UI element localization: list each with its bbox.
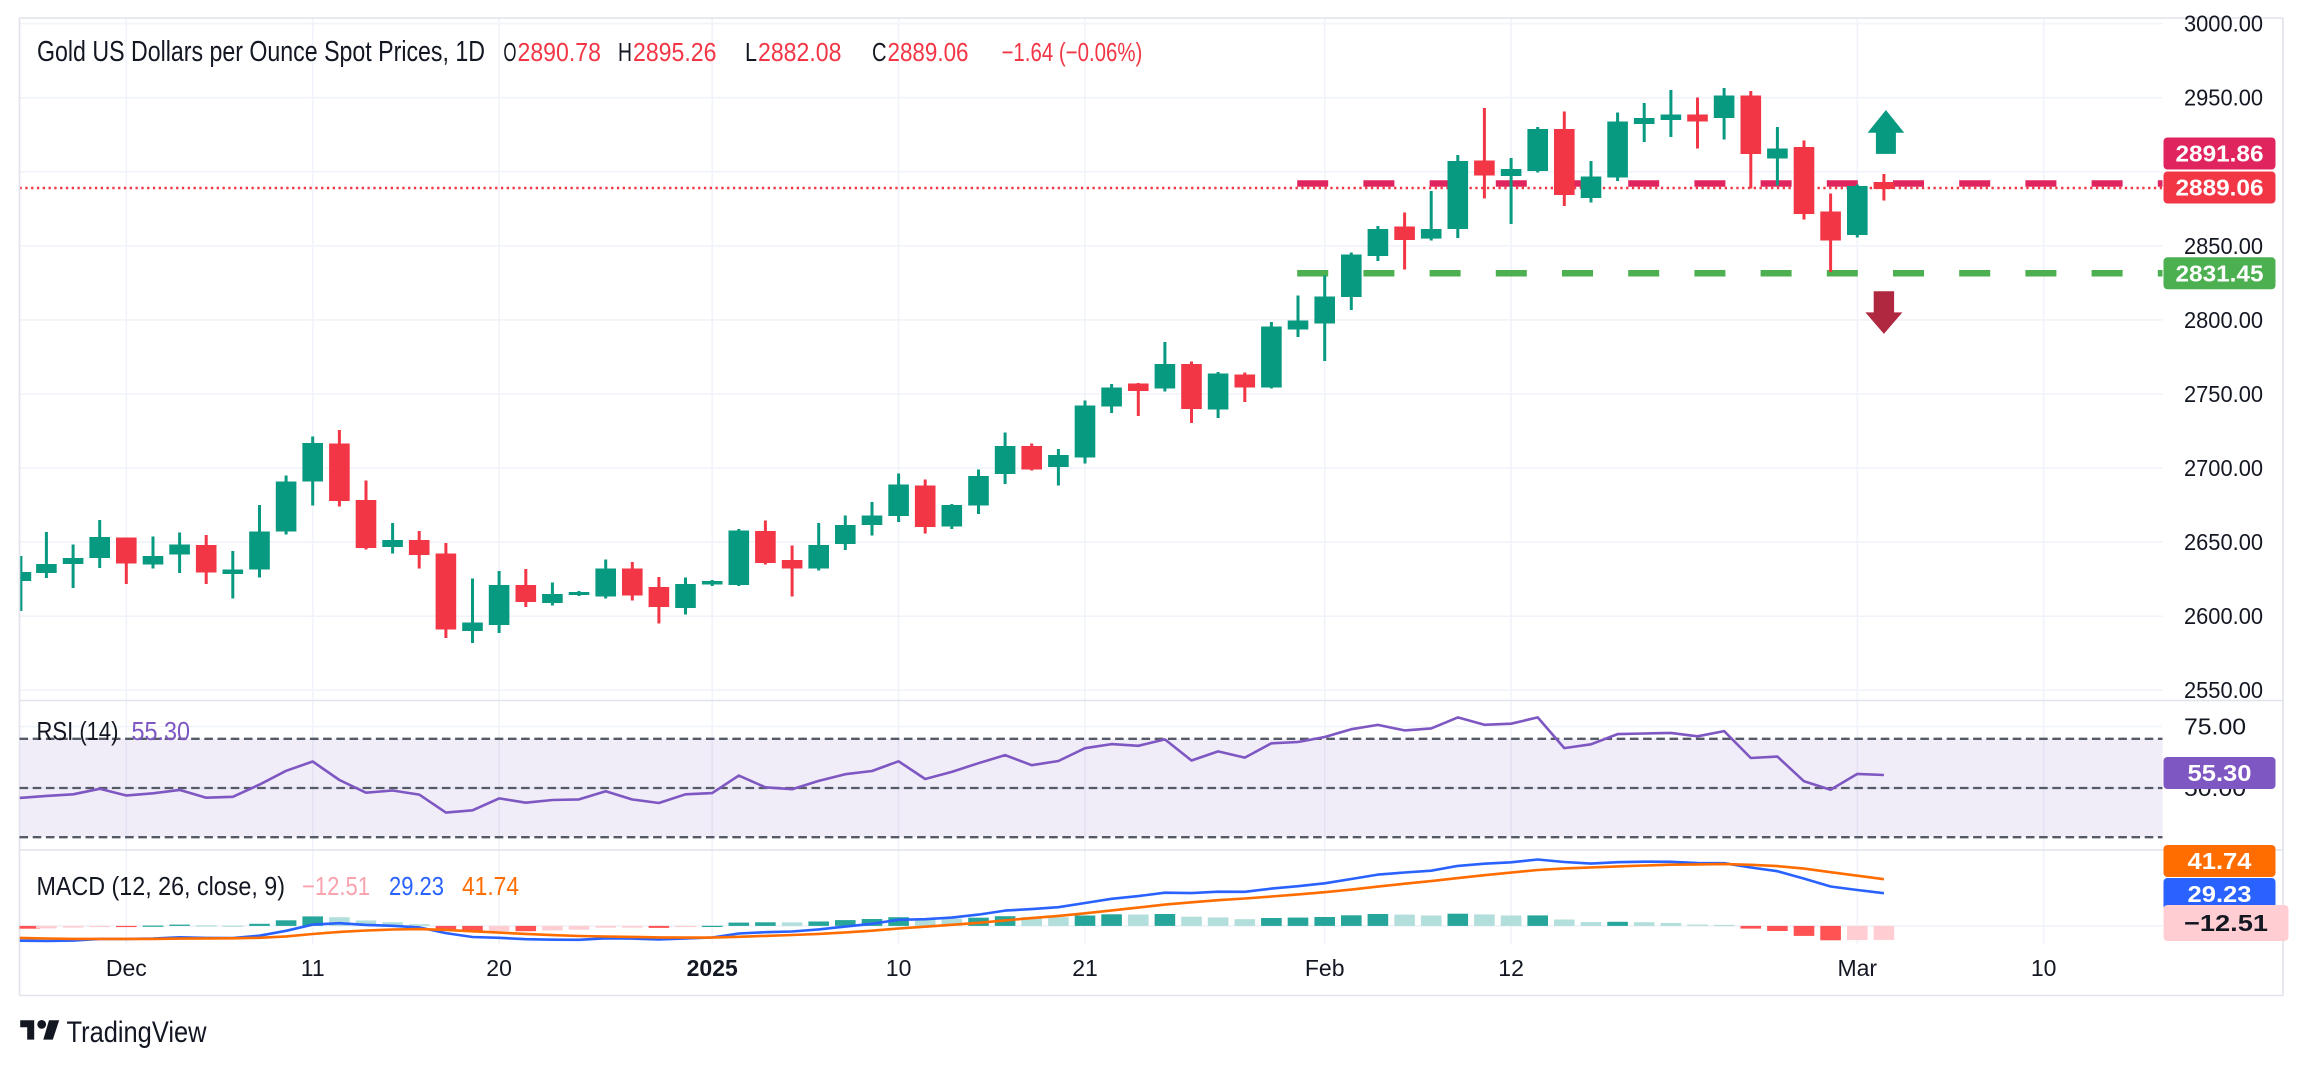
svg-text:TradingView: TradingView: [67, 1016, 207, 1049]
svg-text:2650.00: 2650.00: [2184, 529, 2263, 555]
svg-text:2025: 2025: [687, 955, 738, 981]
svg-text:2950.00: 2950.00: [2184, 85, 2263, 111]
svg-text:2550.00: 2550.00: [2184, 677, 2263, 703]
svg-text:O: O: [503, 37, 516, 67]
svg-text:Dec: Dec: [106, 955, 147, 981]
svg-text:L: L: [745, 37, 757, 67]
svg-text:2831.45: 2831.45: [2176, 260, 2264, 286]
svg-text:−12.51: −12.51: [2184, 910, 2268, 936]
svg-text:2889.06: 2889.06: [888, 37, 969, 67]
svg-text:12: 12: [1498, 955, 1524, 981]
svg-text:2889.06: 2889.06: [2176, 175, 2264, 201]
svg-text:−12.51: −12.51: [302, 871, 370, 901]
svg-text:C: C: [872, 37, 887, 67]
svg-text:10: 10: [886, 955, 912, 981]
svg-text:3000.00: 3000.00: [2184, 11, 2263, 37]
svg-text:2750.00: 2750.00: [2184, 381, 2263, 407]
svg-text:2882.08: 2882.08: [758, 37, 841, 67]
svg-text:41.74: 41.74: [2188, 848, 2252, 874]
svg-text:55.30: 55.30: [132, 716, 191, 746]
svg-text:RSI (14): RSI (14): [37, 716, 119, 746]
svg-text:2895.26: 2895.26: [633, 37, 716, 67]
svg-text:2850.00: 2850.00: [2184, 233, 2263, 259]
svg-text:10: 10: [2031, 955, 2057, 981]
svg-text:29.23: 29.23: [389, 871, 444, 901]
svg-text:Mar: Mar: [1837, 955, 1877, 981]
svg-text:2600.00: 2600.00: [2184, 603, 2263, 629]
svg-text:MACD (12, 26, close, 9): MACD (12, 26, close, 9): [37, 871, 286, 901]
svg-text:29.23: 29.23: [2188, 881, 2252, 907]
svg-text:21: 21: [1072, 955, 1098, 981]
svg-text:H: H: [618, 37, 632, 67]
svg-text:41.74: 41.74: [462, 871, 519, 901]
svg-text:2891.86: 2891.86: [2176, 141, 2264, 167]
svg-text:2800.00: 2800.00: [2184, 307, 2263, 333]
svg-text:11: 11: [301, 955, 325, 981]
svg-text:75.00: 75.00: [2184, 714, 2246, 740]
svg-text:2890.78: 2890.78: [518, 37, 601, 67]
svg-text:Gold US Dollars per Ounce Spot: Gold US Dollars per Ounce Spot Prices, 1…: [37, 36, 485, 68]
svg-text:−1.64 (−0.06%): −1.64 (−0.06%): [1002, 37, 1143, 67]
svg-text:Feb: Feb: [1305, 955, 1345, 981]
svg-text:55.30: 55.30: [2188, 760, 2252, 786]
svg-text:2700.00: 2700.00: [2184, 455, 2263, 481]
svg-text:20: 20: [486, 955, 512, 981]
